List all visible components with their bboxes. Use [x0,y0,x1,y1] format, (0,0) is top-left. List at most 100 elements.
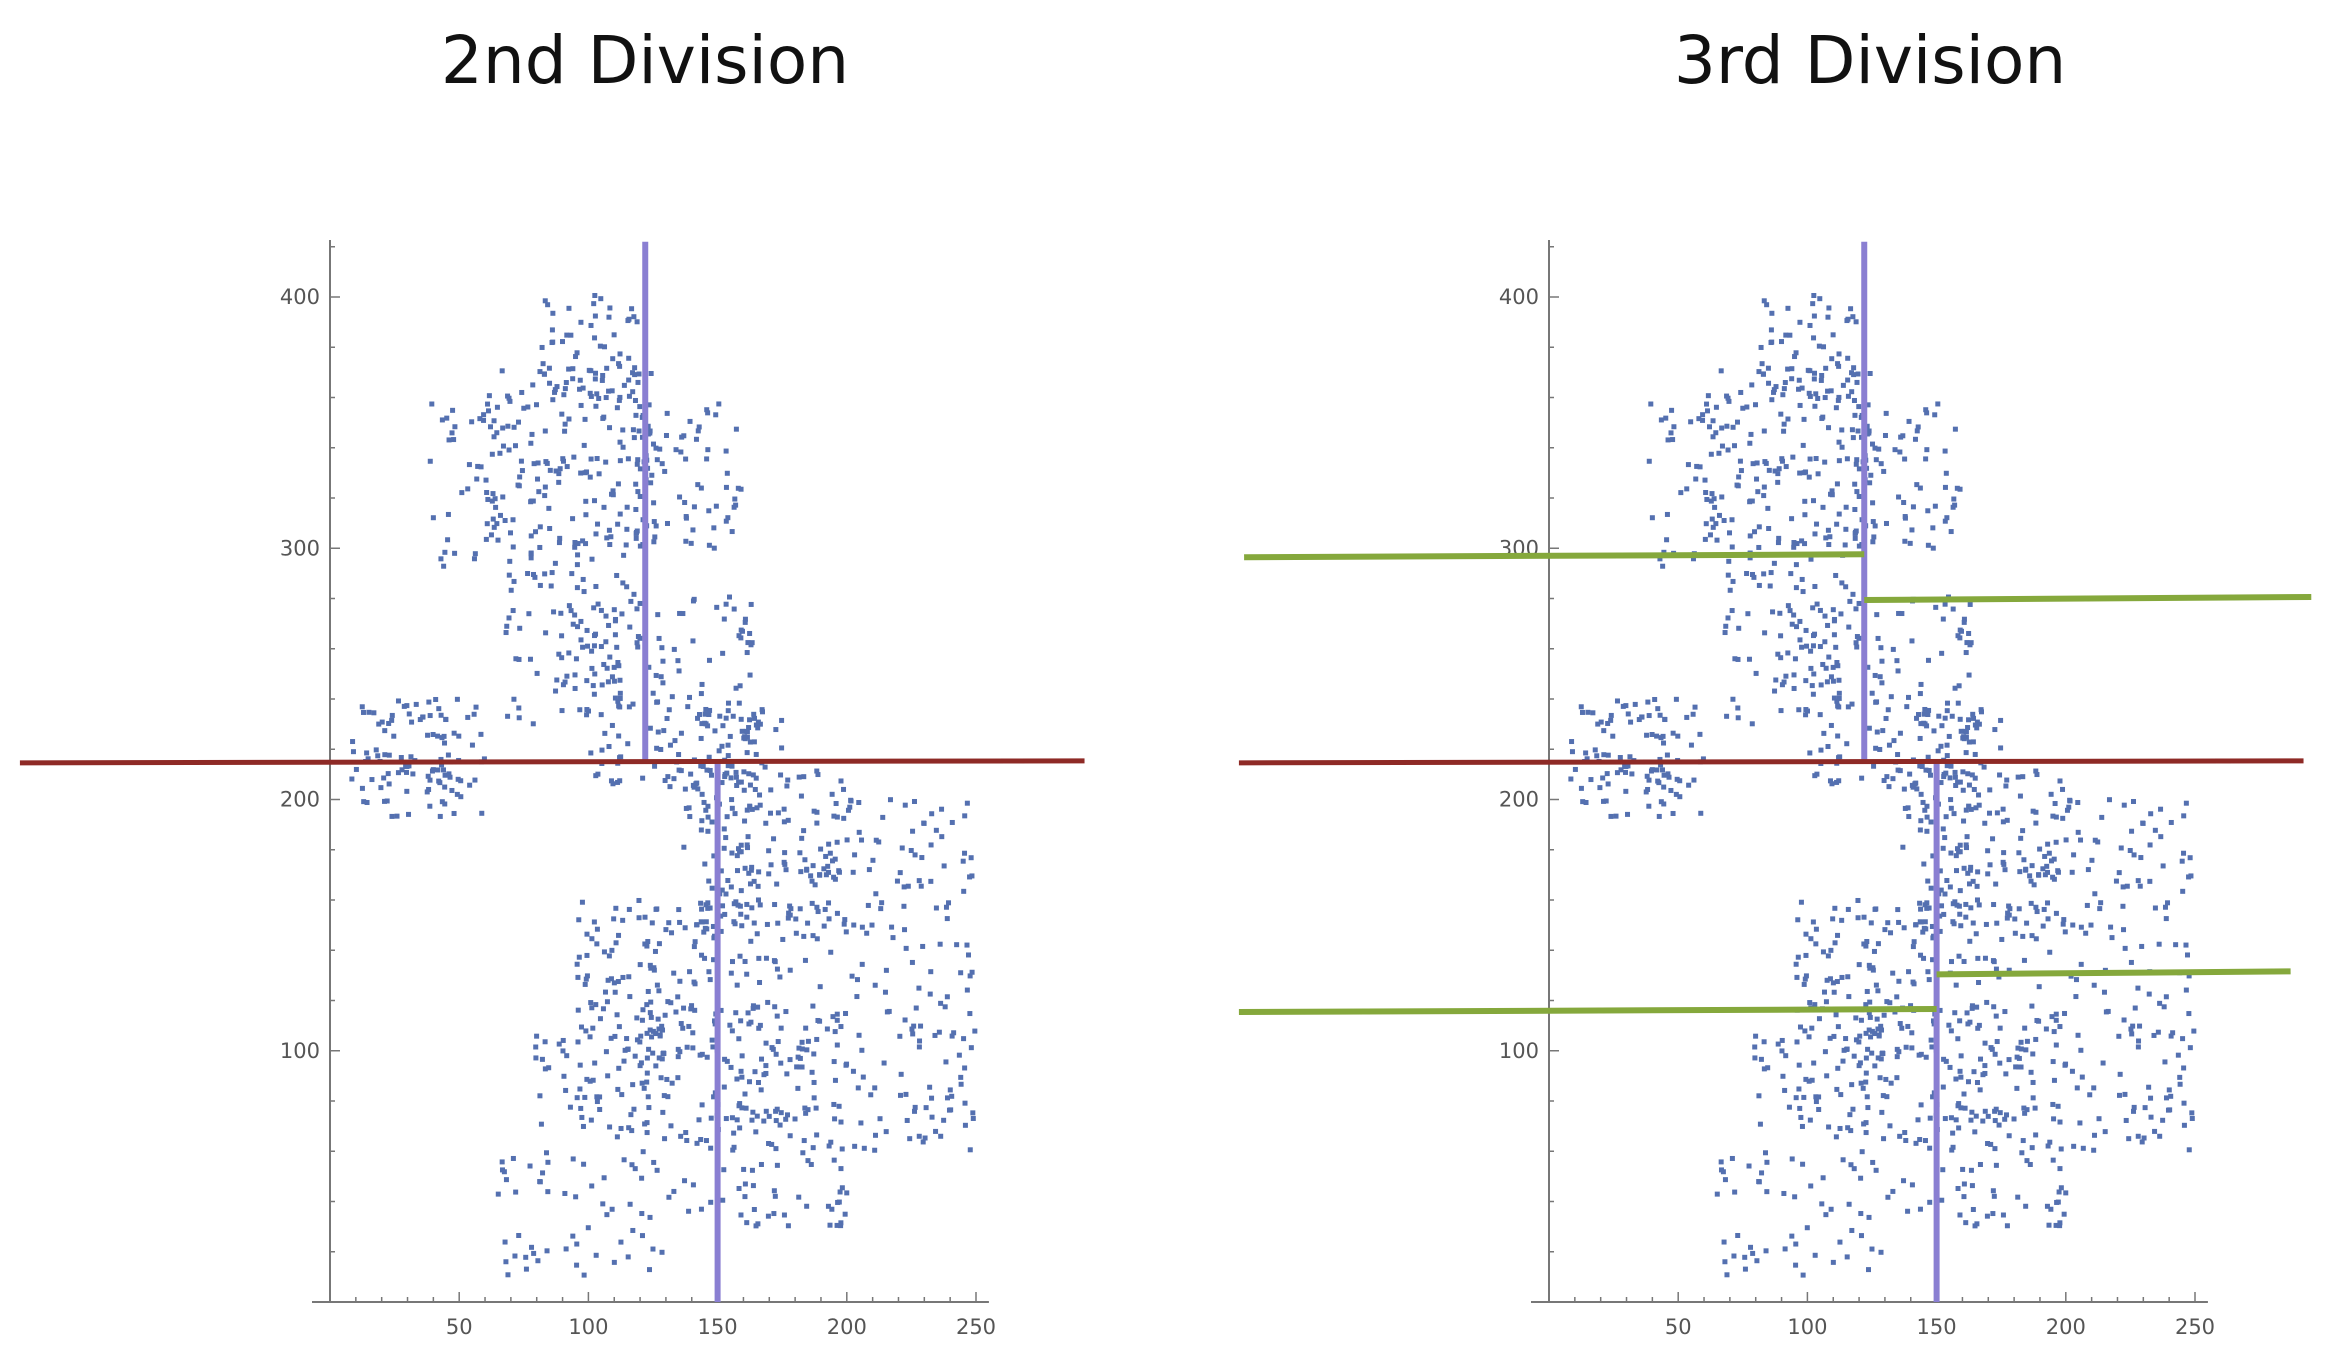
data-point [655,699,661,705]
data-point [1833,1012,1839,1018]
data-point [1870,967,1876,973]
data-point [2140,820,2146,826]
data-point [1785,603,1791,609]
data-point [1807,750,1813,756]
data-point [1876,446,1882,452]
data-point [1665,771,1671,777]
data-point [690,638,696,644]
data-point [1820,504,1826,510]
data-point [1822,639,1828,645]
data-point [1963,1220,1969,1226]
data-point [511,696,517,702]
data-point [684,1137,690,1143]
data-point [444,415,450,421]
data-point [389,813,395,819]
data-point [1754,476,1760,482]
data-point [1812,403,1818,409]
data-point [660,1109,666,1115]
data-point [1873,1167,1879,1173]
data-point [899,845,905,851]
data-point [1742,1266,1748,1272]
data-point [1766,526,1772,532]
data-point [766,848,772,854]
data-point [704,407,710,413]
data-point [1608,813,1614,819]
data-point [1797,402,1803,408]
data-point [1966,782,1972,788]
data-point [1864,1094,1870,1100]
data-point [1955,1185,1961,1191]
data-point [1996,974,2002,980]
data-point [1729,544,1735,550]
data-point [2089,857,2095,863]
data-point [1965,771,1971,777]
data-point [809,878,815,884]
data-point [577,1062,583,1068]
data-point [1906,694,1912,700]
data-point [654,457,660,463]
data-point [881,1060,887,1066]
data-point [561,392,567,398]
data-point [721,826,727,832]
data-point [506,615,512,621]
data-point [1765,1065,1771,1071]
data-point [706,657,712,663]
data-point [1816,1094,1822,1100]
data-point [794,1064,800,1070]
data-point [1938,780,1944,786]
data-point [714,604,720,610]
data-point [406,763,412,769]
data-point [563,1087,569,1093]
data-point [1976,979,1982,985]
data-point [733,899,739,905]
data-point [1940,826,1946,832]
data-point [1977,1087,1983,1093]
data-point [655,729,661,735]
data-point [626,393,632,399]
data-point [1954,868,1960,874]
data-point [547,380,553,386]
data-point [916,1133,922,1139]
data-point [909,959,915,965]
data-point [1918,952,1924,958]
data-point [553,688,559,694]
data-point [1939,723,1945,729]
data-point [1924,900,1930,906]
data-point [1847,598,1853,604]
data-point [1824,1073,1830,1079]
data-point [1917,691,1923,697]
data-point [620,974,626,980]
data-point [1754,1258,1760,1264]
data-point [518,458,524,464]
data-point [2024,1158,2030,1164]
data-point [749,640,755,646]
data-point [734,982,740,988]
data-point [753,722,759,728]
data-point [766,871,772,877]
data-point [673,1009,679,1015]
data-point [1985,1113,1991,1119]
data-point [1910,504,1916,510]
data-point [1908,1003,1914,1009]
data-point [1829,488,1835,494]
data-point [690,598,696,604]
data-point [1915,1117,1921,1123]
y-tick-label: 400 [1499,285,1539,309]
data-point [962,813,968,819]
data-point [1914,786,1920,792]
data-point [410,771,416,777]
data-point [1775,479,1781,485]
data-point [2189,1115,2195,1121]
data-point [506,395,512,401]
data-point [732,496,738,502]
data-point [438,712,444,718]
data-point [1758,344,1764,350]
data-point [1845,1125,1851,1131]
data-point [738,911,744,917]
data-point [350,739,356,745]
data-point [1688,742,1694,748]
data-point [1797,1105,1803,1111]
data-point [1872,672,1878,678]
data-point [675,994,681,1000]
data-point [1608,717,1614,723]
